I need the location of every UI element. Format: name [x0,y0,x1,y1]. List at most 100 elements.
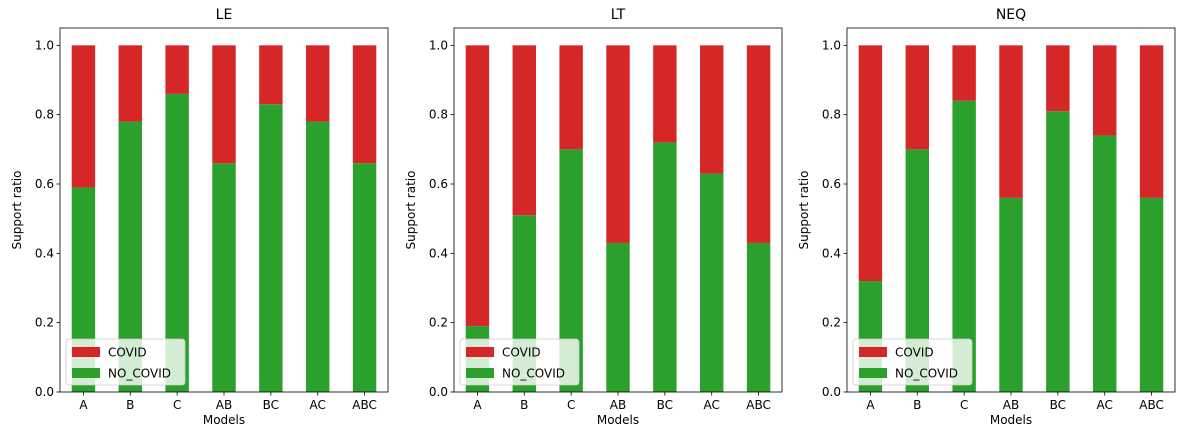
legend-swatch-no_covid [859,368,887,378]
legend-swatch-covid [72,347,100,357]
bar-no_covid-ac [306,121,330,392]
bar-covid-c [952,45,976,101]
legend-label: COVID [895,346,934,360]
x-tick-label: BC [1050,398,1066,412]
x-axis-label: Models [203,413,245,427]
legend-swatch-no_covid [466,368,494,378]
bar-covid-bc [1046,45,1070,112]
x-tick-label: AB [1003,398,1019,412]
bar-covid-abc [352,45,377,164]
bar-no_covid-ab [212,163,236,392]
x-tick-label: BC [263,398,279,412]
bar-no_covid-c [165,93,189,393]
bar-no_covid-abc [1139,197,1164,392]
bar-covid-ab [999,45,1023,198]
bar-covid-ac [1093,45,1117,136]
y-tick-label: 0.6 [35,177,54,191]
bar-no_covid-ab [999,197,1023,392]
bar-covid-ac [700,45,724,174]
legend-label: COVID [108,346,147,360]
x-tick-label: AC [1097,398,1113,412]
y-tick-label: 0.8 [429,108,448,122]
legend: COVID NO_COVID [852,338,973,386]
bar-covid-b [512,45,536,216]
bar-no_covid-c [559,149,583,392]
legend-swatch-covid [466,347,494,357]
x-tick-label: A [79,398,88,412]
y-tick-label: 0.8 [35,108,54,122]
x-tick-label: AB [216,398,232,412]
bar-no_covid-bc [259,104,283,393]
y-tick-label: 0.2 [35,316,54,330]
y-tick-label: 0.0 [822,385,841,399]
y-tick-label: 0.0 [35,385,54,399]
bar-covid-a [858,45,883,282]
bar-covid-abc [746,45,771,243]
bar-covid-ab [606,45,630,243]
x-tick-label: B [520,398,528,412]
x-axis-label: Models [597,413,639,427]
y-tick-label: 0.2 [429,316,448,330]
chart-panel-le: LE0.00.20.40.60.81.0A B C AB BC AC ABCModelsSu… [10,7,389,427]
x-tick-label: C [960,398,968,412]
x-tick-label: AC [310,398,326,412]
x-tick-label: ABC [1139,398,1164,412]
legend-swatch-no_covid [72,368,100,378]
legend-label: NO_COVID [502,367,565,381]
y-axis-label: Support ratio [797,171,811,250]
bar-no_covid-b [905,149,929,392]
y-tick-label: 0.2 [822,316,841,330]
chart-panel-lt: LT0.00.20.40.60.81.0A B C AB BC AC ABCModelsSu… [404,7,783,427]
legend: COVID NO_COVID [65,338,186,386]
x-tick-label: C [567,398,575,412]
legend-label: COVID [502,346,541,360]
x-axis-label: Models [990,413,1032,427]
bar-covid-c [559,45,583,150]
bar-no_covid-abc [746,242,771,392]
x-tick-label: B [126,398,134,412]
chart-title: LT [611,7,626,23]
bar-no_covid-b [118,121,142,392]
bar-no_covid-c [952,100,976,393]
bar-covid-b [118,45,142,122]
legend-label: NO_COVID [108,367,171,381]
legend: COVID NO_COVID [459,338,580,386]
y-axis-label: Support ratio [10,171,24,250]
y-tick-label: 1.0 [35,38,54,52]
x-tick-label: C [173,398,181,412]
bar-covid-ab [212,45,236,164]
bar-no_covid-bc [653,142,677,392]
bar-covid-a [465,45,490,327]
y-axis-label: Support ratio [404,171,418,250]
legend-label: NO_COVID [895,367,958,381]
y-tick-label: 0.4 [822,246,841,260]
bar-covid-a [71,45,96,188]
y-tick-label: 0.4 [35,246,54,260]
x-tick-label: A [866,398,875,412]
x-tick-label: B [913,398,921,412]
chart-title: NEQ [996,7,1026,23]
bar-covid-bc [259,45,283,105]
bar-no_covid-ab [606,242,630,392]
x-tick-label: BC [657,398,673,412]
y-tick-label: 0.6 [429,177,448,191]
x-tick-label: AB [610,398,626,412]
bar-no_covid-ac [700,173,724,392]
bar-covid-b [905,45,929,150]
legend-swatch-covid [859,347,887,357]
bar-covid-bc [653,45,677,143]
y-tick-label: 0.4 [429,246,448,260]
bar-no_covid-ac [1093,135,1117,392]
y-tick-label: 0.0 [429,385,448,399]
y-tick-label: 1.0 [429,38,448,52]
bar-covid-ac [306,45,330,122]
y-tick-label: 0.6 [822,177,841,191]
x-tick-label: A [473,398,482,412]
chart-title: LE [216,7,233,23]
x-tick-label: ABC [746,398,771,412]
bar-no_covid-abc [352,163,377,392]
y-tick-label: 1.0 [822,38,841,52]
x-tick-label: ABC [352,398,377,412]
